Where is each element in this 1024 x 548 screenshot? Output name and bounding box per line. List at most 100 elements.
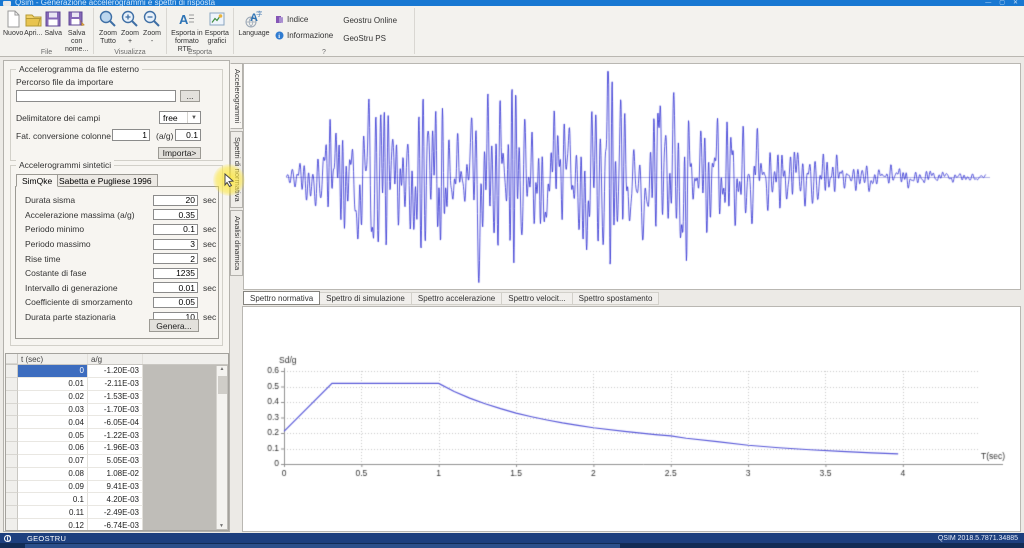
cell-ag[interactable]: -1.70E-03 <box>88 404 143 417</box>
new-button[interactable]: Nuovo <box>3 8 23 52</box>
generate-button[interactable]: Genera... <box>149 319 199 332</box>
cell-t[interactable]: 0.02 <box>18 391 88 404</box>
table-row[interactable]: 0.075.05E-03 <box>6 455 228 468</box>
cell-ag[interactable]: 4.20E-03 <box>88 493 143 506</box>
periodo-minimo-input[interactable] <box>153 224 198 235</box>
table-row[interactable]: 0.12-6.74E-03 <box>6 519 228 531</box>
cell-t[interactable]: 0 <box>18 365 88 378</box>
delimiter-dropdown[interactable]: free ▼ <box>159 111 201 124</box>
tab-spettro-simulazione[interactable]: Spettro di simulazione <box>320 292 412 305</box>
durata-sisma-input[interactable] <box>153 195 198 206</box>
acc-massima-input[interactable] <box>153 209 198 220</box>
cell-t[interactable]: 0.05 <box>18 429 88 442</box>
table-row[interactable]: 0.06-1.96E-03 <box>6 442 228 455</box>
cell-t[interactable]: 0.04 <box>18 416 88 429</box>
coeff-smorzamento-input[interactable] <box>153 297 198 308</box>
cell-t[interactable]: 0.01 <box>18 378 88 391</box>
cell-ag[interactable]: -1.22E-03 <box>88 429 143 442</box>
row-header[interactable] <box>6 493 18 506</box>
row-header[interactable] <box>6 365 18 378</box>
row-header[interactable] <box>6 416 18 429</box>
geostru-online-link[interactable]: Geostru Online <box>343 16 397 25</box>
table-row[interactable]: 0.081.08E-02 <box>6 468 228 481</box>
cell-ag[interactable]: -1.96E-03 <box>88 442 143 455</box>
path-input[interactable] <box>16 90 176 102</box>
info-button[interactable]: i Informazione <box>275 31 333 40</box>
cell-ag[interactable]: -6.05E-04 <box>88 416 143 429</box>
cell-t[interactable]: 0.08 <box>18 468 88 481</box>
index-icon <box>275 15 284 24</box>
cell-ag[interactable]: 1.08E-02 <box>88 468 143 481</box>
save-as-button[interactable]: Salva con nome... <box>63 8 90 54</box>
cell-ag[interactable]: 5.05E-03 <box>88 455 143 468</box>
column-header-t[interactable]: t (sec) <box>18 354 88 364</box>
cell-t[interactable]: 0.09 <box>18 481 88 494</box>
language-button[interactable]: A字 Language <box>237 8 271 52</box>
taskbar-window-button[interactable] <box>25 544 620 548</box>
side-tab-spettri-normativa[interactable]: Spettri di normativa <box>230 131 243 208</box>
costante-fase-input[interactable] <box>153 268 198 279</box>
table-row[interactable]: 0.14.20E-03 <box>6 493 228 506</box>
param-row: Durata sisma sec <box>16 193 218 208</box>
table-scrollbar[interactable]: ▲ ▼ <box>216 366 227 529</box>
row-header[interactable] <box>6 391 18 404</box>
row-header[interactable] <box>6 429 18 442</box>
tab-spettro-velocita[interactable]: Spettro velocit... <box>502 292 572 305</box>
cell-ag[interactable]: -2.49E-03 <box>88 506 143 519</box>
cell-t[interactable]: 0.06 <box>18 442 88 455</box>
import-button[interactable]: Importa> <box>158 147 201 159</box>
row-header[interactable] <box>6 481 18 494</box>
row-header[interactable] <box>6 468 18 481</box>
row-header[interactable] <box>6 506 18 519</box>
table-row[interactable]: 0.05-1.22E-03 <box>6 429 228 442</box>
cell-ag[interactable]: -2.11E-03 <box>88 378 143 391</box>
cell-t[interactable]: 0.11 <box>18 506 88 519</box>
tab-spettro-accelerazione[interactable]: Spettro accelerazione <box>412 292 502 305</box>
geostru-ps-link[interactable]: GeoStru PS <box>343 34 397 43</box>
scroll-up-icon[interactable]: ▲ <box>220 366 225 372</box>
table-row[interactable]: 0.01-2.11E-03 <box>6 378 228 391</box>
periodo-massimo-input[interactable] <box>153 239 198 250</box>
side-tab-accelerogrammi[interactable]: Accelerogrammi <box>230 63 243 129</box>
row-header[interactable] <box>6 455 18 468</box>
zoom-out-button[interactable]: Zoom - <box>141 8 163 52</box>
cell-t[interactable]: 0.03 <box>18 404 88 417</box>
scroll-down-icon[interactable]: ▼ <box>219 523 224 529</box>
cell-t[interactable]: 0.07 <box>18 455 88 468</box>
export-charts-button[interactable]: Esporta grafici <box>204 8 230 52</box>
ag-input[interactable] <box>175 129 201 141</box>
row-header[interactable] <box>6 442 18 455</box>
index-button[interactable]: Indice <box>275 15 333 24</box>
cell-ag[interactable]: -1.20E-03 <box>88 365 143 378</box>
table-row[interactable]: 0.04-6.05E-04 <box>6 416 228 429</box>
export-rtf-button[interactable]: A Esporta in formato RTF... <box>170 8 204 54</box>
cell-ag[interactable]: 9.41E-03 <box>88 481 143 494</box>
scrollbar-thumb[interactable] <box>218 376 227 394</box>
table-row[interactable]: 0.03-1.70E-03 <box>6 404 228 417</box>
column-header-ag[interactable]: a/g <box>88 354 143 364</box>
zoom-in-button[interactable]: Zoom + <box>119 8 141 52</box>
tab-spettro-normativa[interactable]: Spettro normativa <box>243 291 320 305</box>
cell-t[interactable]: 0.1 <box>18 493 88 506</box>
table-row[interactable]: 0-1.20E-03 <box>6 365 228 378</box>
row-header[interactable] <box>6 519 18 531</box>
tab-simqke[interactable]: SimQke <box>16 174 58 187</box>
table-row[interactable]: 0.02-1.53E-03 <box>6 391 228 404</box>
browse-button[interactable]: ... <box>180 90 200 102</box>
intervallo-generazione-input[interactable] <box>153 282 198 293</box>
rise-time-input[interactable] <box>153 253 198 264</box>
conversion-input[interactable] <box>112 129 150 141</box>
save-button[interactable]: Salva <box>43 8 63 52</box>
table-row[interactable]: 0.099.41E-03 <box>6 481 228 494</box>
row-header[interactable] <box>6 404 18 417</box>
row-header[interactable] <box>6 378 18 391</box>
zoom-all-button[interactable]: Zoom Tutto <box>97 8 119 52</box>
open-button[interactable]: Apri... <box>23 8 43 52</box>
tab-spettro-spostamento[interactable]: Spettro spostamento <box>573 292 660 305</box>
table-row[interactable]: 0.11-2.49E-03 <box>6 506 228 519</box>
cell-t[interactable]: 0.12 <box>18 519 88 531</box>
side-tab-analisi-dinamica[interactable]: Analisi dinamica <box>230 210 243 276</box>
cell-ag[interactable]: -6.74E-03 <box>88 519 143 531</box>
statusbar-version: QSIM 2018.5.7871.34885 <box>938 535 1018 542</box>
cell-ag[interactable]: -1.53E-03 <box>88 391 143 404</box>
